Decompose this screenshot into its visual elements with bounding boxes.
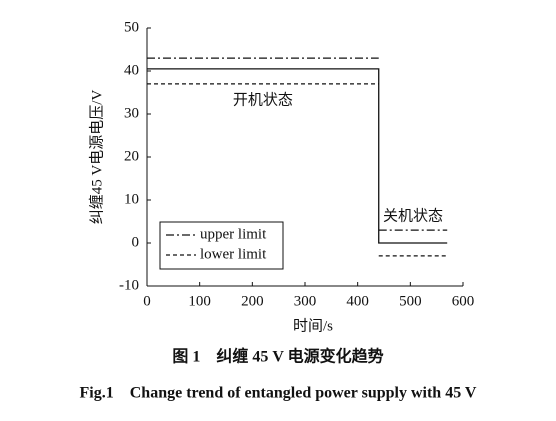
caption-cn: 图 1 纠缠 45 V 电源变化趋势	[172, 347, 383, 366]
legend-label: upper limit	[200, 226, 267, 242]
legend-box	[159, 221, 284, 270]
x-tick-label: 400	[346, 293, 369, 309]
y-tick-label: 40	[124, 62, 139, 78]
series-line	[147, 68, 448, 244]
series-line	[147, 57, 448, 231]
x-tick-label: 600	[452, 293, 475, 309]
y-axis-label: 纠缠45 V电源电压/V	[87, 90, 105, 225]
annotation: 开机状态	[233, 92, 293, 109]
y-tick-label: 20	[124, 148, 139, 164]
y-tick-label: -10	[119, 277, 139, 293]
y-tick-label: 10	[124, 191, 139, 207]
y-tick-label: 0	[132, 234, 140, 250]
y-tick-label: 30	[124, 105, 139, 121]
caption-en: Fig.1 Change trend of entangled power su…	[80, 385, 477, 402]
x-tick-label: 200	[241, 293, 264, 309]
x-tick-label: 100	[188, 293, 211, 309]
y-tick-label: 50	[124, 19, 139, 35]
series-line	[147, 83, 448, 257]
x-tick-label: 300	[294, 293, 317, 309]
annotation: 关机状态	[383, 208, 443, 225]
x-axis-label: 时间/s	[293, 317, 333, 334]
legend-label: lower limit	[200, 246, 267, 262]
x-tick-label: 0	[143, 293, 151, 309]
x-tick-label: 500	[399, 293, 422, 309]
